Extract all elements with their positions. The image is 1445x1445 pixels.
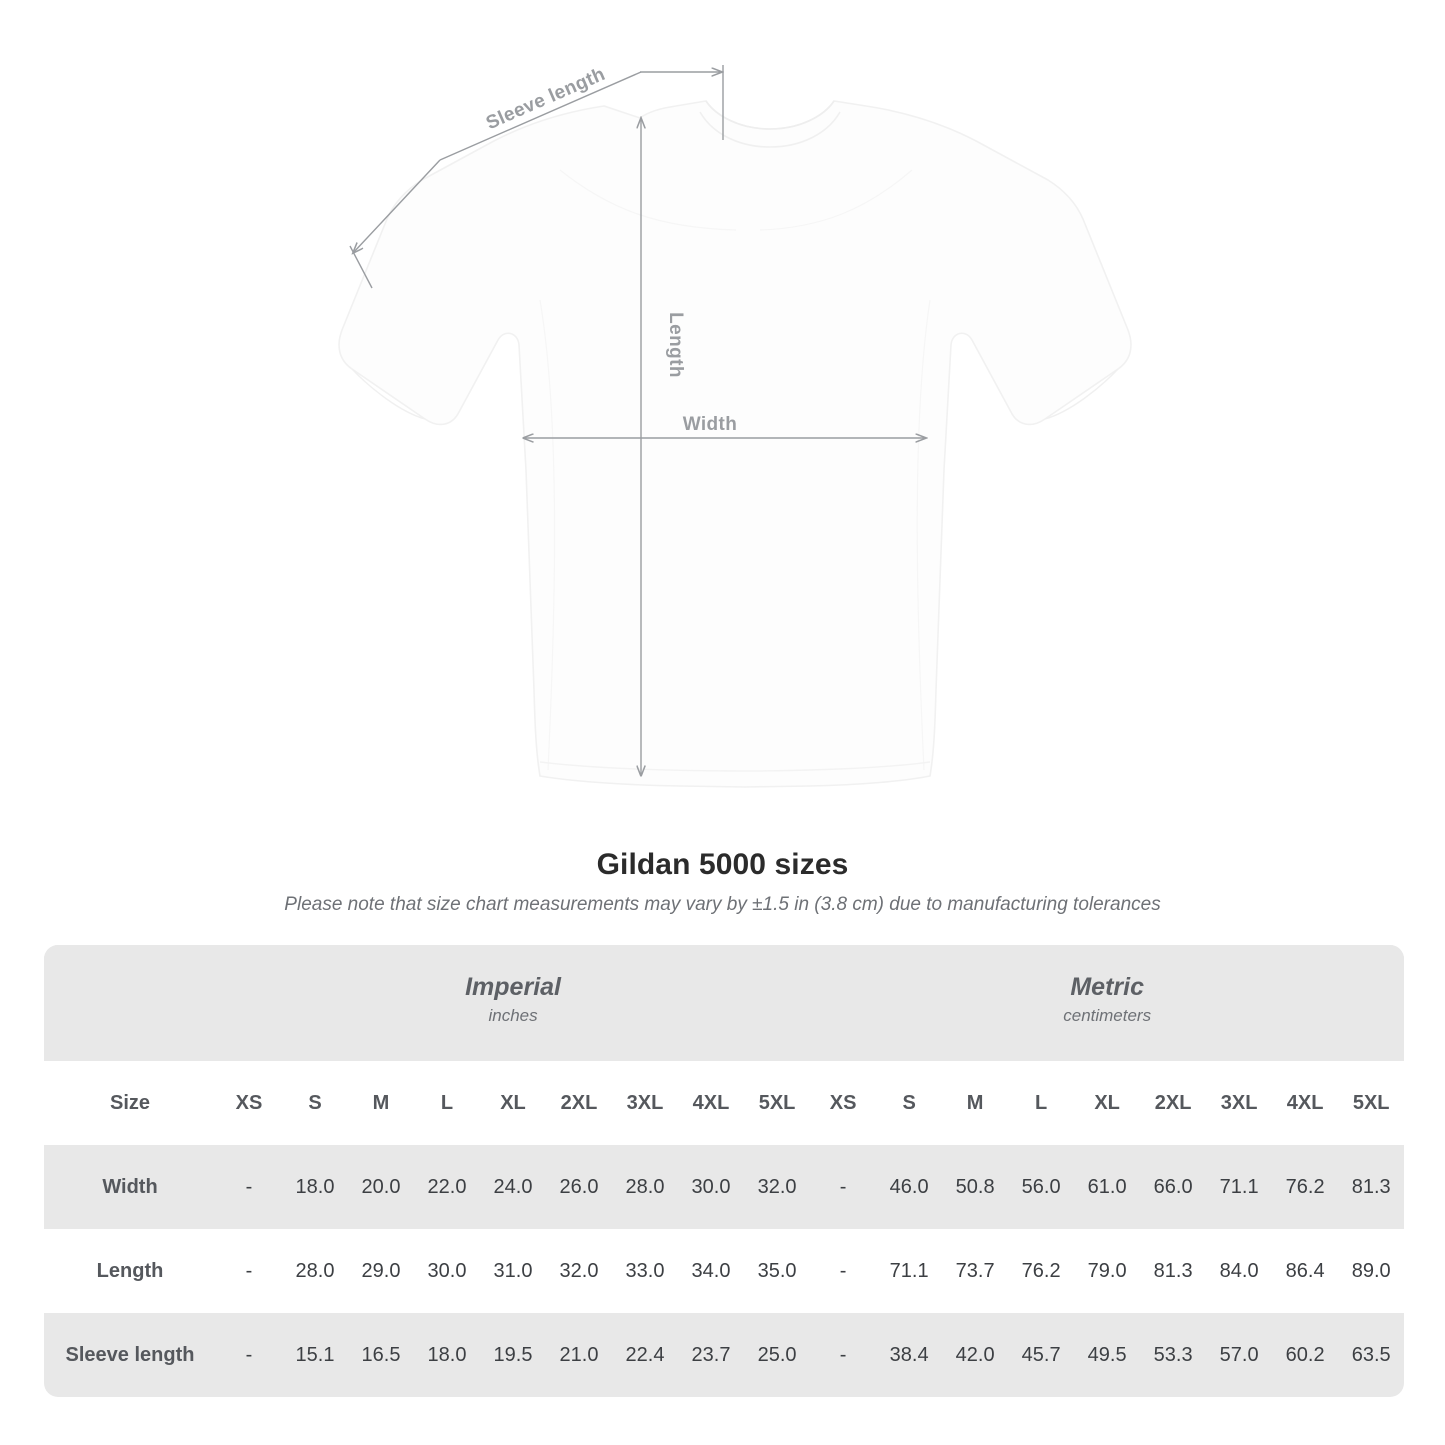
cell-length-metric-4xl: 86.4 (1272, 1229, 1339, 1313)
row-header-sleeve-length: Sleeve length (44, 1313, 216, 1397)
col-header-metric-xl: XL (1074, 1061, 1141, 1145)
cell-sleeve-metric-3xl: 57.0 (1206, 1313, 1273, 1397)
col-header-imperial-4xl: 4XL (678, 1061, 744, 1145)
cell-length-imperial-m: 29.0 (348, 1229, 414, 1313)
cell-width-metric-l: 56.0 (1008, 1145, 1075, 1229)
sleeve-length-dimension (349, 65, 723, 289)
cell-length-imperial-3xl: 33.0 (612, 1229, 678, 1313)
cell-length-imperial-4xl: 34.0 (678, 1229, 744, 1313)
cell-length-metric-xl: 79.0 (1074, 1229, 1141, 1313)
cell-sleeve-metric-l: 45.7 (1008, 1313, 1075, 1397)
unit-name-metric: Metric (1070, 972, 1144, 1001)
cell-width-imperial-3xl: 28.0 (612, 1145, 678, 1229)
col-header-metric-4xl: 4XL (1272, 1061, 1339, 1145)
cell-width-imperial-m: 20.0 (348, 1145, 414, 1229)
table-header-row: Size XS S M L XL 2XL 3XL 4XL 5XL XS S M … (44, 1061, 1405, 1145)
cell-width-metric-xl: 61.0 (1074, 1145, 1141, 1229)
cell-sleeve-imperial-l: 18.0 (414, 1313, 480, 1397)
cell-width-imperial-l: 22.0 (414, 1145, 480, 1229)
col-header-imperial-xs: XS (216, 1061, 282, 1145)
tshirt-illustration (338, 100, 1132, 788)
col-header-metric-2xl: 2XL (1140, 1061, 1207, 1145)
cell-length-imperial-s: 28.0 (282, 1229, 348, 1313)
cell-width-metric-2xl: 66.0 (1140, 1145, 1207, 1229)
cell-sleeve-imperial-3xl: 22.4 (612, 1313, 678, 1397)
cell-width-metric-3xl: 71.1 (1206, 1145, 1273, 1229)
cell-width-metric-m: 50.8 (942, 1145, 1009, 1229)
cell-width-imperial-2xl: 26.0 (546, 1145, 612, 1229)
cell-length-metric-2xl: 81.3 (1140, 1229, 1207, 1313)
cell-sleeve-imperial-m: 16.5 (348, 1313, 414, 1397)
row-header-size: Size (44, 1061, 216, 1145)
unit-sub-imperial: inches (488, 1005, 538, 1025)
cell-sleeve-metric-s: 38.4 (876, 1313, 943, 1397)
cell-sleeve-imperial-5xl: 25.0 (744, 1313, 811, 1397)
page-subtitle: Please note that size chart measurements… (284, 894, 1161, 915)
cell-width-metric-s: 46.0 (876, 1145, 943, 1229)
cell-sleeve-metric-xs: - (810, 1313, 877, 1397)
table-row: Sleeve length - 15.1 16.5 18.0 19.5 21.0… (44, 1313, 1405, 1397)
cell-width-metric-xs: - (810, 1145, 877, 1229)
table-row: Length - 28.0 29.0 30.0 31.0 32.0 33.0 3… (44, 1229, 1405, 1313)
cell-width-imperial-xl: 24.0 (480, 1145, 546, 1229)
cell-sleeve-imperial-4xl: 23.7 (678, 1313, 744, 1397)
tshirt-diagram: Sleeve length Length Width (338, 64, 1132, 788)
col-header-metric-m: M (942, 1061, 1009, 1145)
cell-length-imperial-xl: 31.0 (480, 1229, 546, 1313)
col-header-metric-5xl: 5XL (1338, 1061, 1405, 1145)
cell-length-metric-5xl: 89.0 (1338, 1229, 1405, 1313)
cell-width-imperial-s: 18.0 (282, 1145, 348, 1229)
col-header-metric-3xl: 3XL (1206, 1061, 1273, 1145)
cell-sleeve-imperial-2xl: 21.0 (546, 1313, 612, 1397)
unit-band-row: Imperial inches Metric centimeters (44, 945, 1405, 1061)
col-header-imperial-l: L (414, 1061, 480, 1145)
cell-length-imperial-2xl: 32.0 (546, 1229, 612, 1313)
cell-sleeve-metric-xl: 49.5 (1074, 1313, 1141, 1397)
cell-length-metric-xs: - (810, 1229, 877, 1313)
col-header-metric-l: L (1008, 1061, 1075, 1145)
cell-length-metric-s: 71.1 (876, 1229, 943, 1313)
width-label: Width (683, 414, 738, 435)
cell-width-imperial-5xl: 32.0 (744, 1145, 811, 1229)
cell-length-imperial-5xl: 35.0 (744, 1229, 811, 1313)
cell-length-metric-3xl: 84.0 (1206, 1229, 1273, 1313)
cell-sleeve-imperial-xl: 19.5 (480, 1313, 546, 1397)
col-header-imperial-3xl: 3XL (612, 1061, 678, 1145)
cell-sleeve-metric-4xl: 60.2 (1272, 1313, 1339, 1397)
cell-sleeve-metric-5xl: 63.5 (1338, 1313, 1405, 1397)
row-header-length: Length (44, 1229, 216, 1313)
cell-width-imperial-4xl: 30.0 (678, 1145, 744, 1229)
col-header-imperial-s: S (282, 1061, 348, 1145)
page-title: Gildan 5000 sizes (596, 848, 849, 881)
unit-name-imperial: Imperial (465, 972, 561, 1001)
cell-width-metric-4xl: 76.2 (1272, 1145, 1339, 1229)
cell-sleeve-imperial-s: 15.1 (282, 1313, 348, 1397)
unit-group-imperial: Imperial inches (216, 945, 811, 1061)
col-header-metric-xs: XS (810, 1061, 877, 1145)
cell-sleeve-metric-2xl: 53.3 (1140, 1313, 1207, 1397)
unit-sub-metric: centimeters (1063, 1005, 1152, 1025)
cell-width-imperial-xs: - (216, 1145, 282, 1229)
length-label: Length (665, 312, 686, 378)
col-header-imperial-m: M (348, 1061, 414, 1145)
col-header-imperial-xl: XL (480, 1061, 546, 1145)
cell-sleeve-imperial-xs: - (216, 1313, 282, 1397)
unit-band-spacer (44, 945, 216, 1061)
cell-length-imperial-xs: - (216, 1229, 282, 1313)
cell-length-imperial-l: 30.0 (414, 1229, 480, 1313)
cell-width-metric-5xl: 81.3 (1338, 1145, 1405, 1229)
col-header-metric-s: S (876, 1061, 943, 1145)
cell-length-metric-l: 76.2 (1008, 1229, 1075, 1313)
col-header-imperial-5xl: 5XL (744, 1061, 811, 1145)
unit-group-metric: Metric centimeters (810, 945, 1405, 1061)
row-header-width: Width (44, 1145, 216, 1229)
col-header-imperial-2xl: 2XL (546, 1061, 612, 1145)
cell-sleeve-metric-m: 42.0 (942, 1313, 1009, 1397)
size-chart-table: Imperial inches Metric centimeters Size … (44, 945, 1405, 1397)
cell-length-metric-m: 73.7 (942, 1229, 1009, 1313)
table-row: Width - 18.0 20.0 22.0 24.0 26.0 28.0 30… (44, 1145, 1405, 1229)
